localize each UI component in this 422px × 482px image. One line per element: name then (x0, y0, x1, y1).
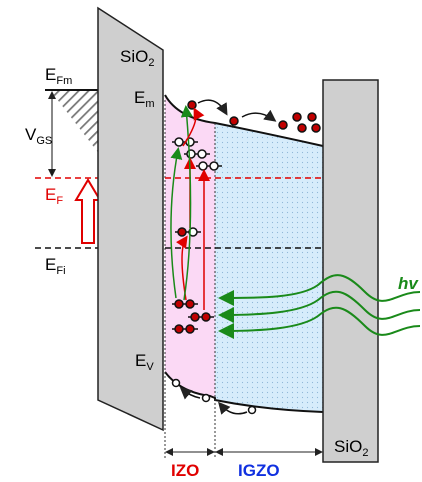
flow-arrow (242, 113, 274, 120)
right-oxide (323, 80, 378, 462)
izo-label: IZO (171, 461, 199, 480)
hole (173, 380, 180, 387)
efm-label: EFm (45, 65, 72, 87)
shift-arrow (76, 180, 100, 243)
vgs-label: VGS (25, 125, 52, 147)
electron (279, 121, 287, 129)
label: V (25, 125, 37, 144)
hole (203, 395, 210, 402)
label: E (134, 88, 145, 107)
label-sub: 2 (362, 447, 368, 459)
band-diagram: SiO2 EFm VGS Em EF EFi hv EV SiO2 IZO IG… (0, 0, 422, 482)
ef-label: EF (45, 185, 63, 207)
electron (230, 117, 238, 125)
label: E (45, 255, 56, 274)
label: E (45, 185, 56, 204)
label: SiO (334, 437, 362, 456)
electron (312, 124, 320, 132)
photon-label: hv (398, 274, 419, 293)
igzo-region (215, 123, 323, 412)
hole (249, 407, 256, 414)
label-sub: m (145, 98, 154, 110)
efi-label: EFi (45, 255, 66, 277)
label-sub: Fi (56, 265, 65, 277)
label-sub: V (146, 361, 154, 373)
igzo-label: IGZO (238, 461, 280, 480)
electron (308, 113, 316, 121)
electron (293, 113, 301, 121)
label-sub: 2 (148, 57, 154, 69)
label: SiO (120, 47, 148, 66)
label-sub: GS (36, 135, 52, 147)
electron (298, 124, 306, 132)
label-sub: F (56, 195, 63, 207)
flow-arrow (198, 100, 226, 113)
label: E (45, 65, 56, 84)
label: E (135, 351, 146, 370)
electron (188, 101, 196, 109)
label-sub: Fm (56, 75, 72, 87)
